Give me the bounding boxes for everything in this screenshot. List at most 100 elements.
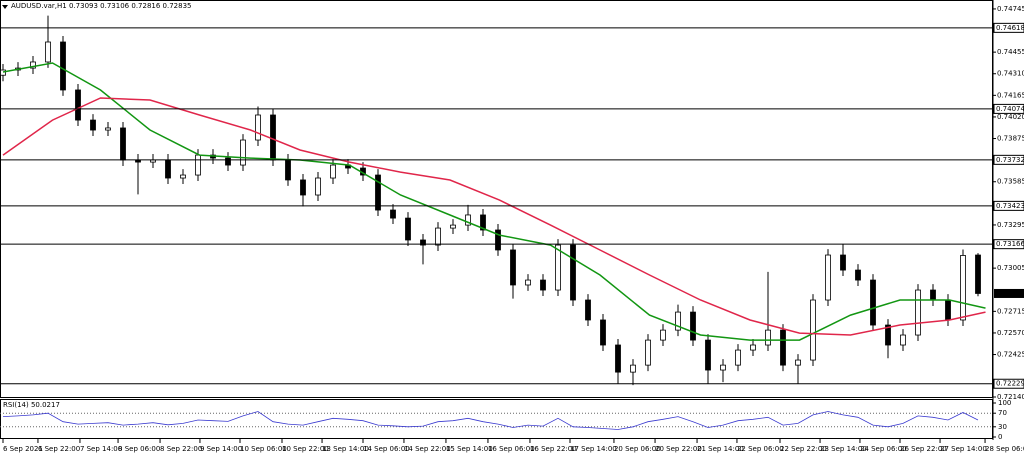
candle-body [30, 61, 36, 69]
current-price-label: 0.72835 [996, 289, 1024, 297]
candle-body [510, 249, 516, 286]
candle-body [885, 324, 891, 346]
candle-body [60, 41, 66, 91]
y-tick-label: 0.72570 [997, 329, 1024, 337]
level-label-box [993, 22, 1024, 33]
close-value: 0.72835 [163, 2, 192, 10]
x-tick-label: 22 Sep 22:00 [780, 445, 827, 453]
x-tick-label: 21 Sep 14:00 [697, 445, 744, 453]
candle-body [915, 289, 921, 336]
x-tick-label: 22 Sep 06:00 [737, 445, 784, 453]
menu-arrow[interactable] [2, 5, 8, 9]
candle-body [465, 214, 471, 226]
candle-body [540, 279, 546, 291]
candle-body [660, 329, 666, 341]
candle-body [480, 214, 486, 231]
x-tick-label: 10 Sep 22:00 [282, 445, 329, 453]
candle-body [270, 114, 276, 161]
candle-body [750, 344, 756, 351]
x-tick-label: 8 Sep 22:00 [160, 445, 202, 453]
candle-body [120, 127, 126, 161]
candle-body [735, 349, 741, 366]
candle-body [720, 364, 726, 371]
candle-body [240, 139, 246, 166]
candle-body [195, 154, 201, 176]
candle-body [180, 174, 186, 179]
y-tick-label: 0.74165 [997, 91, 1024, 99]
rsi-panel [0, 399, 993, 439]
candle-body [285, 159, 291, 181]
low-value: 0.72816 [131, 2, 160, 10]
rsi-tick-label: 70 [998, 409, 1007, 417]
y-tick-label: 0.74020 [997, 113, 1024, 121]
candle-body [825, 254, 831, 301]
candle-body [300, 179, 306, 196]
level-label: 0.72229 [996, 380, 1024, 388]
y-tick-label: 0.73585 [997, 178, 1024, 186]
y-tick-label: 0.74745 [997, 5, 1024, 13]
level-label: 0.74074 [996, 105, 1024, 113]
rsi-tick-label: 30 [998, 423, 1007, 431]
x-tick-label: 16 Sep 22:00 [530, 445, 577, 453]
candle-body [255, 114, 261, 141]
x-tick-label: 14 Sep 22:00 [404, 445, 451, 453]
candle-body [225, 157, 231, 166]
x-tick-label: 20 Sep 06:00 [614, 445, 661, 453]
y-tick-label: 0.74310 [997, 70, 1024, 78]
candle-body [105, 127, 111, 131]
x-tick-label: 23 Sep 14:00 [820, 445, 867, 453]
x-tick-label: 9 Sep 14:00 [200, 445, 242, 453]
candle-body [870, 279, 876, 326]
y-tick-label: 0.73005 [997, 264, 1024, 272]
x-tick-label: 24 Sep 06:00 [860, 445, 907, 453]
chart-title: AUDUSD.var,H1 0.73093 0.73106 0.72816 0.… [11, 2, 192, 10]
level-label: 0.73732 [996, 156, 1024, 164]
candle-body [855, 269, 861, 281]
candle-body [525, 279, 531, 286]
candle-body [165, 159, 171, 179]
x-tick-label: 20 Sep 22:00 [655, 445, 702, 453]
y-tick-label: 0.74455 [997, 48, 1024, 56]
high-value: 0.73106 [100, 2, 129, 10]
candle-body [900, 334, 906, 346]
moving-average [2, 97, 986, 336]
open-value: 0.73093 [69, 2, 98, 10]
candle-body [645, 339, 651, 366]
x-tick-label: 17 Sep 14:00 [570, 445, 617, 453]
candle-body [90, 119, 96, 131]
x-tick-label: 14 Sep 06:00 [363, 445, 410, 453]
level-label-box [993, 378, 1024, 389]
level-label-box [993, 239, 1024, 250]
level-label-box [993, 154, 1024, 165]
x-tick-label: 28 Sep 06:00 [985, 445, 1024, 453]
candle-body [705, 339, 711, 371]
candle-body [795, 359, 801, 366]
level-label-box [993, 200, 1024, 211]
candle-body [945, 299, 951, 321]
candle-body [45, 41, 51, 63]
x-tick-label: 6 Sep 2021 [3, 445, 43, 453]
x-tick-label: 15 Sep 14:00 [446, 445, 493, 453]
x-tick-label: 13 Sep 14:00 [322, 445, 369, 453]
candle-body [555, 244, 561, 291]
level-label: 0.73166 [996, 240, 1024, 248]
candle-body [375, 174, 381, 211]
rsi-tick-label: 0 [998, 433, 1002, 441]
x-tick-label: 27 Sep 14:00 [940, 445, 987, 453]
rsi-title: RSI(14) 50.0217 [3, 401, 60, 409]
candle-body [810, 299, 816, 361]
candle-body [75, 89, 81, 121]
x-tick-label: 8 Sep 06:00 [118, 445, 160, 453]
candle-body [570, 244, 576, 301]
y-tick-label: 0.72715 [997, 307, 1024, 315]
candle-body [975, 254, 981, 294]
candle-body [495, 229, 501, 251]
candle-body [690, 311, 696, 341]
moving-average [2, 62, 986, 341]
x-tick-label: 10 Sep 06:00 [240, 445, 287, 453]
level-label-box [993, 103, 1024, 114]
candle-body [600, 319, 606, 346]
candle-body [420, 239, 426, 246]
rsi-line [2, 411, 979, 430]
rsi-tick-label: 100 [998, 399, 1011, 407]
